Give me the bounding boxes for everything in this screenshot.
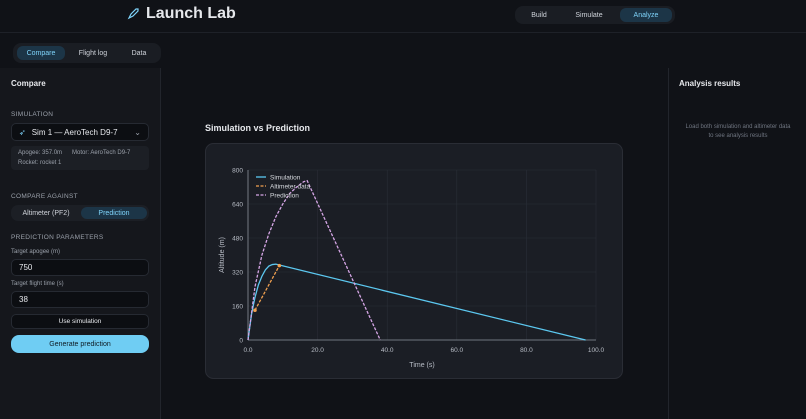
generate-button[interactable]: Generate prediction (11, 335, 149, 353)
field-label: Target apogee (m) (11, 249, 61, 255)
data-point (277, 263, 282, 268)
compare-option[interactable]: Altimeter (PF2) (22, 209, 70, 217)
rocket-icon (127, 8, 139, 20)
button-text: Use simulation (58, 318, 102, 325)
nav-item[interactable]: Analyze (620, 8, 672, 22)
legend-label: Simulation (270, 175, 301, 182)
button-text: Generate prediction (49, 340, 111, 348)
tab[interactable]: Compare (17, 46, 65, 60)
y-tick-label: 320 (232, 270, 243, 277)
x-tick-label: 80.0 (520, 347, 533, 354)
y-tick-label: 160 (232, 304, 243, 311)
data-point (253, 308, 257, 313)
use-simulation-button[interactable]: Use simulation (11, 314, 149, 329)
app-title: Launch Lab (146, 5, 236, 22)
left-panel: Compare SIMULATION ➶ Sim 1 — AeroTech D9-… (0, 68, 161, 419)
section-label: PREDICTION PARAMETERS (11, 234, 104, 241)
legend-label: Altimeter data (270, 184, 310, 191)
panel-title: Compare (11, 79, 46, 88)
section-label: COMPARE AGAINST (11, 193, 78, 200)
y-tick-label: 480 (232, 236, 243, 243)
panel-title: Analysis results (679, 79, 741, 88)
x-tick-label: 40.0 (381, 347, 394, 354)
sim-info: Apogee: 357.0m Motor: AeroTech D9-7 Rock… (11, 146, 149, 170)
series-line (254, 265, 280, 311)
info-motor: Motor: AeroTech D9-7 (72, 150, 131, 156)
x-tick-label: 20.0 (311, 347, 324, 354)
y-tick-label: 800 (232, 168, 243, 175)
empty-message: Load both simulation and altimeter data … (685, 124, 791, 139)
x-tick-label: 0.0 (243, 347, 252, 354)
chart-card (205, 143, 623, 379)
x-tick-label: 60.0 (450, 347, 463, 354)
apogee-input[interactable]: 750 (11, 259, 149, 276)
right-panel: Analysis results Load both simulation an… (668, 68, 806, 419)
nav-item[interactable]: Build (531, 11, 547, 19)
y-tick-label: 640 (232, 202, 243, 209)
input-value: 38 (19, 295, 28, 304)
legend-label: Prediction (270, 193, 299, 200)
tab[interactable]: Flight log (78, 49, 108, 57)
time-input[interactable]: 38 (11, 291, 149, 308)
field-label: Target flight time (s) (11, 281, 64, 287)
x-axis-label: Time (s) (409, 362, 434, 369)
simulation-select[interactable]: ➶ Sim 1 — AeroTech D9-7 ⌄ (11, 123, 149, 141)
nav-item[interactable]: Simulate (575, 11, 603, 19)
info-rocket: Rocket: rocket 1 (18, 160, 62, 166)
y-tick-label: 0 (239, 338, 243, 345)
compare-option[interactable]: Prediction (81, 207, 147, 219)
chart-title: Simulation vs Prediction (205, 123, 311, 133)
chart: 0 160 320 480 640 800 0.0 20.0 40.0 60.0 80.0 100.0… (205, 143, 623, 379)
series-line (247, 179, 381, 341)
tab[interactable]: Data (131, 49, 147, 57)
series-line (247, 263, 586, 341)
input-value: 750 (19, 263, 33, 272)
y-axis-label: Altitude (m) (219, 237, 226, 273)
section-label: SIMULATION (11, 111, 54, 118)
top-bar: Launch Lab Build Simulate Analyze (0, 0, 806, 33)
info-apogee: Apogee: 357.0m (18, 150, 63, 156)
select-text: Sim 1 — AeroTech D9-7 (31, 127, 118, 137)
x-tick-label: 100.0 (588, 347, 605, 354)
